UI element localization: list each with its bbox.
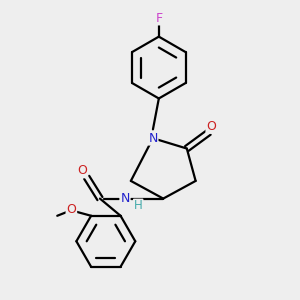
Text: F: F (155, 12, 162, 25)
Text: O: O (66, 202, 76, 215)
Text: O: O (206, 120, 216, 133)
Text: N: N (148, 132, 158, 145)
Text: H: H (134, 200, 142, 212)
Text: O: O (77, 164, 87, 177)
Text: N: N (120, 192, 130, 205)
